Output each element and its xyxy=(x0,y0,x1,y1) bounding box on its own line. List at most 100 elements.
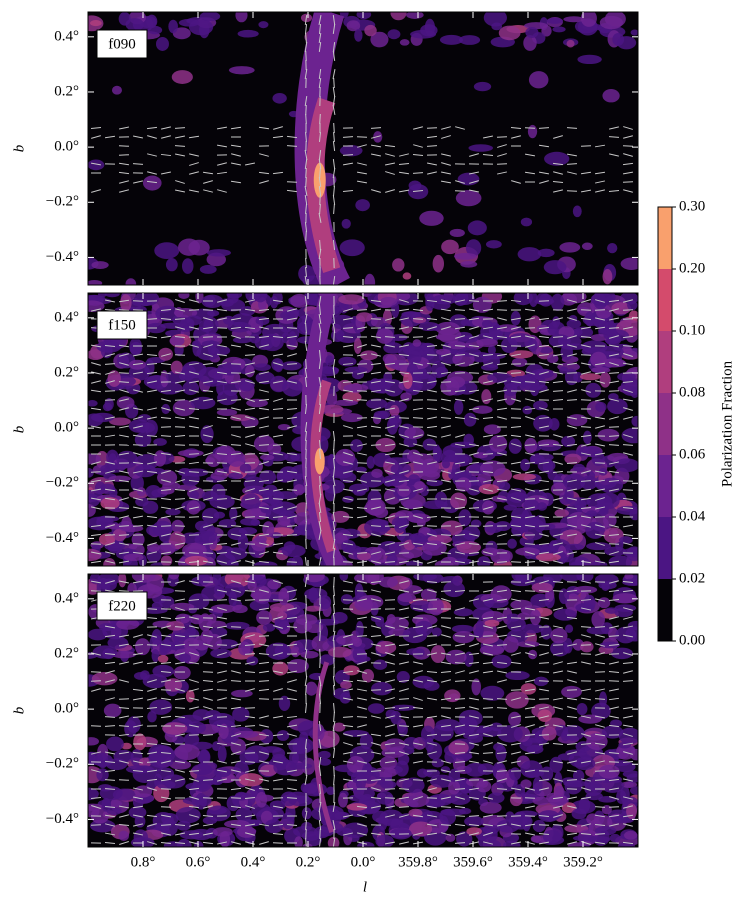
polarization-vector xyxy=(510,408,522,410)
polarization-vector xyxy=(272,733,284,737)
polarization-vector xyxy=(273,625,283,629)
polarization-vector xyxy=(272,336,284,338)
texture xyxy=(251,537,267,552)
polarization-vector xyxy=(623,126,633,130)
polarization-vector xyxy=(427,560,437,564)
polarization-vector xyxy=(216,353,228,357)
polarization-vector xyxy=(566,725,578,727)
polarization-vector xyxy=(286,525,298,527)
polarization-vector xyxy=(441,171,451,175)
polarization-vector xyxy=(357,598,367,602)
polarization-vector xyxy=(552,344,564,348)
polarization-vector xyxy=(175,580,185,584)
polarization-vector xyxy=(412,779,424,781)
polarization-vector xyxy=(118,542,130,546)
panel-label-box xyxy=(96,29,148,59)
polarization-vector xyxy=(175,389,185,393)
texture xyxy=(146,524,163,536)
polarization-vector xyxy=(244,162,256,166)
polarization-vector xyxy=(552,398,564,402)
texture xyxy=(210,648,232,659)
polarization-vector xyxy=(623,778,633,782)
polarization-vector xyxy=(608,344,620,348)
polarization-vector xyxy=(189,171,199,175)
texture xyxy=(210,604,236,614)
polarization-vector xyxy=(305,657,307,669)
y-tick-label: 0.4° xyxy=(54,590,79,606)
polarization-vector xyxy=(333,621,335,633)
polarization-vector xyxy=(318,68,322,80)
polarization-vector xyxy=(370,525,382,527)
polarization-vector xyxy=(371,560,381,564)
polarization-vector xyxy=(90,524,102,528)
polarization-vector xyxy=(332,466,336,478)
polarization-vector xyxy=(318,693,322,705)
polarization-vector xyxy=(161,126,171,130)
polarization-vector xyxy=(342,488,354,492)
polarization-vector xyxy=(304,810,308,822)
polarization-vector xyxy=(524,524,536,528)
x-tick-label: 359.6° xyxy=(453,854,493,870)
texture xyxy=(499,550,513,563)
texture xyxy=(191,763,213,776)
colorbar-level xyxy=(658,393,672,455)
polarization-vector xyxy=(622,634,634,638)
polarization-vector xyxy=(258,407,270,411)
polarization-vector xyxy=(483,742,493,746)
polarization-vector xyxy=(161,470,171,474)
texture xyxy=(618,727,638,745)
texture xyxy=(624,350,638,360)
texture xyxy=(431,301,451,310)
polarization-vector xyxy=(146,707,158,709)
texture xyxy=(406,12,424,19)
polarization-vector xyxy=(230,506,242,510)
polarization-vector xyxy=(441,679,451,683)
polarization-vector xyxy=(469,180,479,184)
polarization-vector xyxy=(259,371,269,375)
polarization-vector xyxy=(483,832,493,836)
polarization-vector xyxy=(538,589,550,593)
texture xyxy=(463,412,477,427)
polarization-vector xyxy=(539,652,549,656)
polarization-vector xyxy=(132,697,144,701)
polarization-vector xyxy=(118,452,130,456)
texture xyxy=(308,587,319,604)
texture xyxy=(198,574,211,586)
texture xyxy=(367,703,385,714)
polarization-vector xyxy=(272,823,284,827)
polarization-vector xyxy=(608,644,620,646)
polarization-vector xyxy=(622,706,634,710)
polarization-vector xyxy=(202,814,214,818)
polarization-vector xyxy=(525,841,535,845)
polarization-vector xyxy=(622,533,634,537)
texture xyxy=(522,405,533,415)
polarization-vector xyxy=(427,751,437,755)
polarization-vector xyxy=(146,335,158,339)
polarization-vector xyxy=(90,407,102,411)
polarization-vector xyxy=(426,299,438,303)
texture xyxy=(168,574,180,580)
polarization-vector xyxy=(175,153,185,157)
polarization-vector xyxy=(608,697,620,701)
polarization-vector xyxy=(525,452,535,456)
texture xyxy=(564,453,582,465)
polarization-vector xyxy=(244,671,256,673)
polarization-vector xyxy=(525,344,535,348)
texture xyxy=(540,766,554,782)
polarization-vector xyxy=(146,778,158,782)
polarization-vector xyxy=(412,706,424,710)
polarization-vector xyxy=(482,635,494,637)
polarization-vector xyxy=(622,362,634,366)
polarization-vector xyxy=(160,634,172,638)
polarization-vector xyxy=(552,724,564,728)
polarization-vector xyxy=(304,14,308,26)
polarization-vector xyxy=(468,617,480,619)
texture xyxy=(585,521,605,539)
polarization-vector xyxy=(174,560,186,564)
polarization-vector xyxy=(371,751,381,755)
texture xyxy=(331,510,350,523)
polarization-vector xyxy=(510,625,522,629)
texture xyxy=(107,636,129,649)
polarization-vector xyxy=(319,385,321,397)
polarization-vector xyxy=(342,327,354,329)
